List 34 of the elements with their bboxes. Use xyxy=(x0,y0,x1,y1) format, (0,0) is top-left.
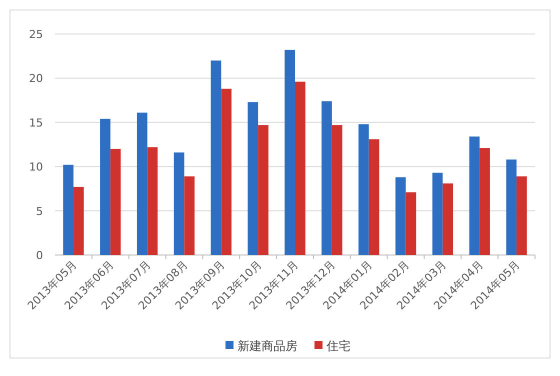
y-tick-label: 5 xyxy=(36,204,43,218)
bar xyxy=(136,112,148,255)
bar xyxy=(516,176,527,255)
bar xyxy=(442,183,454,255)
y-tick-label: 25 xyxy=(29,28,43,41)
bar xyxy=(174,152,184,255)
bar xyxy=(480,148,490,255)
bar xyxy=(100,118,110,255)
bar xyxy=(406,192,416,255)
bar xyxy=(258,125,268,255)
bar xyxy=(368,139,380,255)
bar xyxy=(322,101,332,255)
bar xyxy=(184,176,195,255)
bar xyxy=(210,60,222,255)
bar xyxy=(469,136,480,255)
bar xyxy=(506,160,517,255)
bar xyxy=(147,147,158,255)
y-tick-label: 15 xyxy=(29,116,43,130)
bar xyxy=(63,164,74,255)
bar xyxy=(295,82,306,255)
bar xyxy=(248,102,258,255)
bar xyxy=(395,177,406,255)
bar xyxy=(110,148,121,255)
legend-label: 住宅 xyxy=(326,339,350,353)
y-tick-label: 20 xyxy=(29,72,43,86)
bar xyxy=(358,124,369,255)
bar xyxy=(332,125,342,255)
bar xyxy=(432,172,443,255)
bar xyxy=(73,186,84,255)
bar xyxy=(284,50,295,255)
bar xyxy=(221,88,232,255)
legend-label: 新建商品房 xyxy=(238,339,298,353)
y-tick-label: 10 xyxy=(29,160,43,174)
y-tick-label: 0 xyxy=(36,249,43,262)
